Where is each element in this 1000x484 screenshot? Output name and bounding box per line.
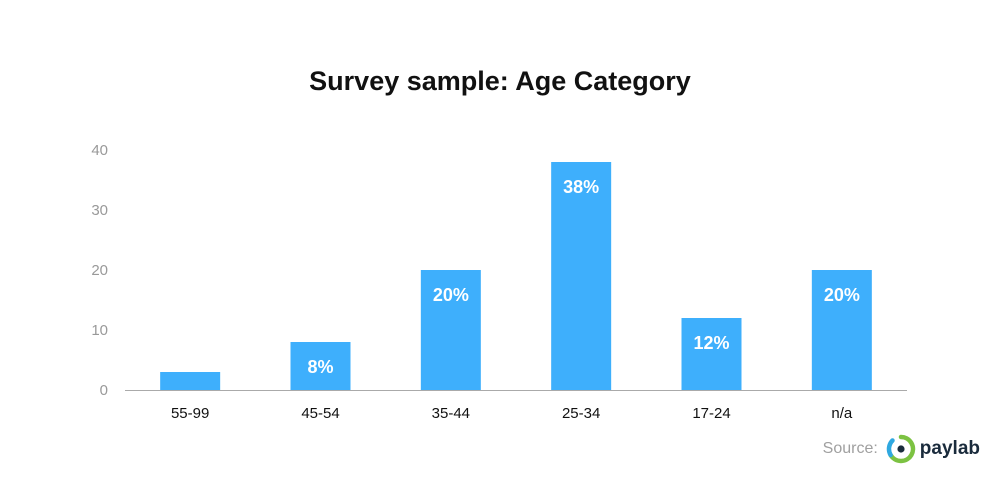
y-tick-label: 20 xyxy=(91,262,108,279)
x-tick-label: n/a xyxy=(831,405,853,422)
source-footer: Source: paylab xyxy=(823,434,980,464)
bar-chart: Survey sample: Age Category 0 10 20 30 40 2%… xyxy=(91,66,907,422)
paylab-logo-icon xyxy=(886,434,916,464)
x-tick-label: 35-44 xyxy=(432,405,470,422)
x-tick-label: 55-99 xyxy=(171,405,209,422)
y-tick-label: 30 xyxy=(91,202,108,219)
x-axis: 55-99 45-54 35-44 25-34 17-24 n/a xyxy=(171,405,853,422)
bar-n/a xyxy=(811,270,872,390)
x-tick-label: 17-24 xyxy=(692,405,730,422)
chart-title: Survey sample: Age Category xyxy=(309,66,691,96)
data-label: 12% xyxy=(693,333,729,353)
y-tick-label: 10 xyxy=(91,322,108,339)
data-label: 20% xyxy=(433,285,469,305)
data-label: 20% xyxy=(824,285,860,305)
y-tick-label: 0 xyxy=(100,382,108,399)
brand-name: paylab xyxy=(919,438,980,459)
y-axis: 0 10 20 30 40 xyxy=(91,142,108,399)
bar-45-54 xyxy=(290,342,351,390)
bar-35-44 xyxy=(420,270,481,390)
data-label: 2% xyxy=(177,387,203,407)
x-tick-label: 45-54 xyxy=(301,405,339,422)
bar-55-99 xyxy=(160,372,221,390)
bars: 2% 8% 20% 38% 12% 20% xyxy=(160,162,872,407)
x-tick-label: 25-34 xyxy=(562,405,600,422)
bar-25-34 xyxy=(551,162,612,390)
bar-17-24 xyxy=(681,318,742,390)
source-label: Source: xyxy=(822,440,878,457)
data-label: 8% xyxy=(307,357,333,377)
data-label: 38% xyxy=(563,177,599,197)
y-tick-label: 40 xyxy=(91,142,108,159)
